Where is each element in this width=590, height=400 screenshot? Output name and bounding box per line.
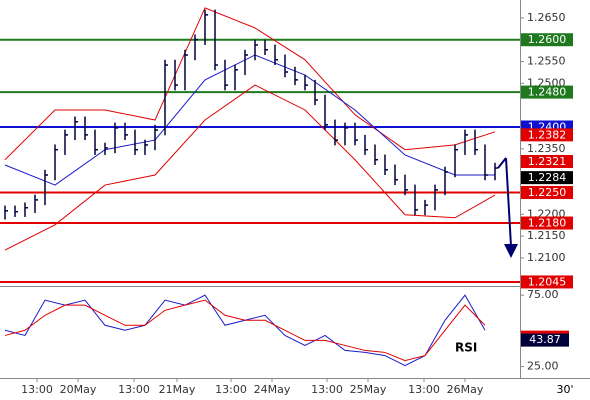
projection-arrow-shaft — [505, 157, 512, 247]
level-label: 1.2284 — [528, 171, 567, 184]
band-line — [4, 7, 496, 161]
y-tick-label: 1.2150 — [527, 229, 566, 242]
level-tag — [521, 275, 573, 289]
y-tick-label: 25.00 — [527, 360, 559, 373]
level-label: 1.2382 — [528, 128, 567, 141]
level-label: 1.2250 — [528, 186, 567, 199]
band-line — [4, 84, 496, 251]
current-tag — [521, 332, 569, 347]
x-tick-label: 13:00 — [21, 383, 53, 396]
y-tick-label: 1.2100 — [527, 251, 566, 264]
current-label: 43.87 — [529, 333, 561, 346]
rsi-label: RSI — [455, 341, 477, 355]
x-tick-label: 26May — [447, 383, 484, 396]
x-tick-label: 13:00 — [311, 383, 343, 396]
x-tick-label: 20May — [60, 383, 97, 396]
level-label: 1.2600 — [528, 33, 567, 46]
x-tick-label: 21May — [159, 383, 196, 396]
x-tick-label: 25May — [350, 383, 387, 396]
level-tag — [521, 154, 573, 168]
level-tag — [521, 128, 573, 142]
level-tag — [521, 185, 573, 199]
rsi-line — [4, 299, 486, 362]
x-tick-label: 13:00 — [408, 383, 440, 396]
level-tag — [521, 33, 573, 47]
current-tag-top — [521, 330, 569, 334]
level-tag — [521, 85, 573, 99]
x-tick-label: 24May — [254, 383, 291, 396]
level-label: 1.2045 — [528, 275, 567, 288]
projection-arrow-head — [504, 244, 518, 258]
level-tag — [521, 216, 573, 230]
level-label: 1.2480 — [528, 86, 567, 99]
y-tick-label: 1.2550 — [527, 55, 566, 68]
y-tick-label: 1.2650 — [527, 11, 566, 24]
timeframe-label: 30' — [556, 383, 573, 396]
x-tick-label: 13:00 — [118, 383, 150, 396]
y-tick-label: 1.2350 — [527, 142, 566, 155]
level-label: 1.2180 — [528, 217, 567, 230]
x-tick-label: 13:00 — [215, 383, 247, 396]
y-tick-label: 75.00 — [527, 288, 559, 301]
level-tag — [521, 171, 573, 185]
plot-layer: 1.26501.25501.25001.23501.22001.21501.21… — [0, 7, 573, 396]
projection-line — [497, 157, 507, 169]
level-label: 1.2321 — [528, 155, 567, 168]
